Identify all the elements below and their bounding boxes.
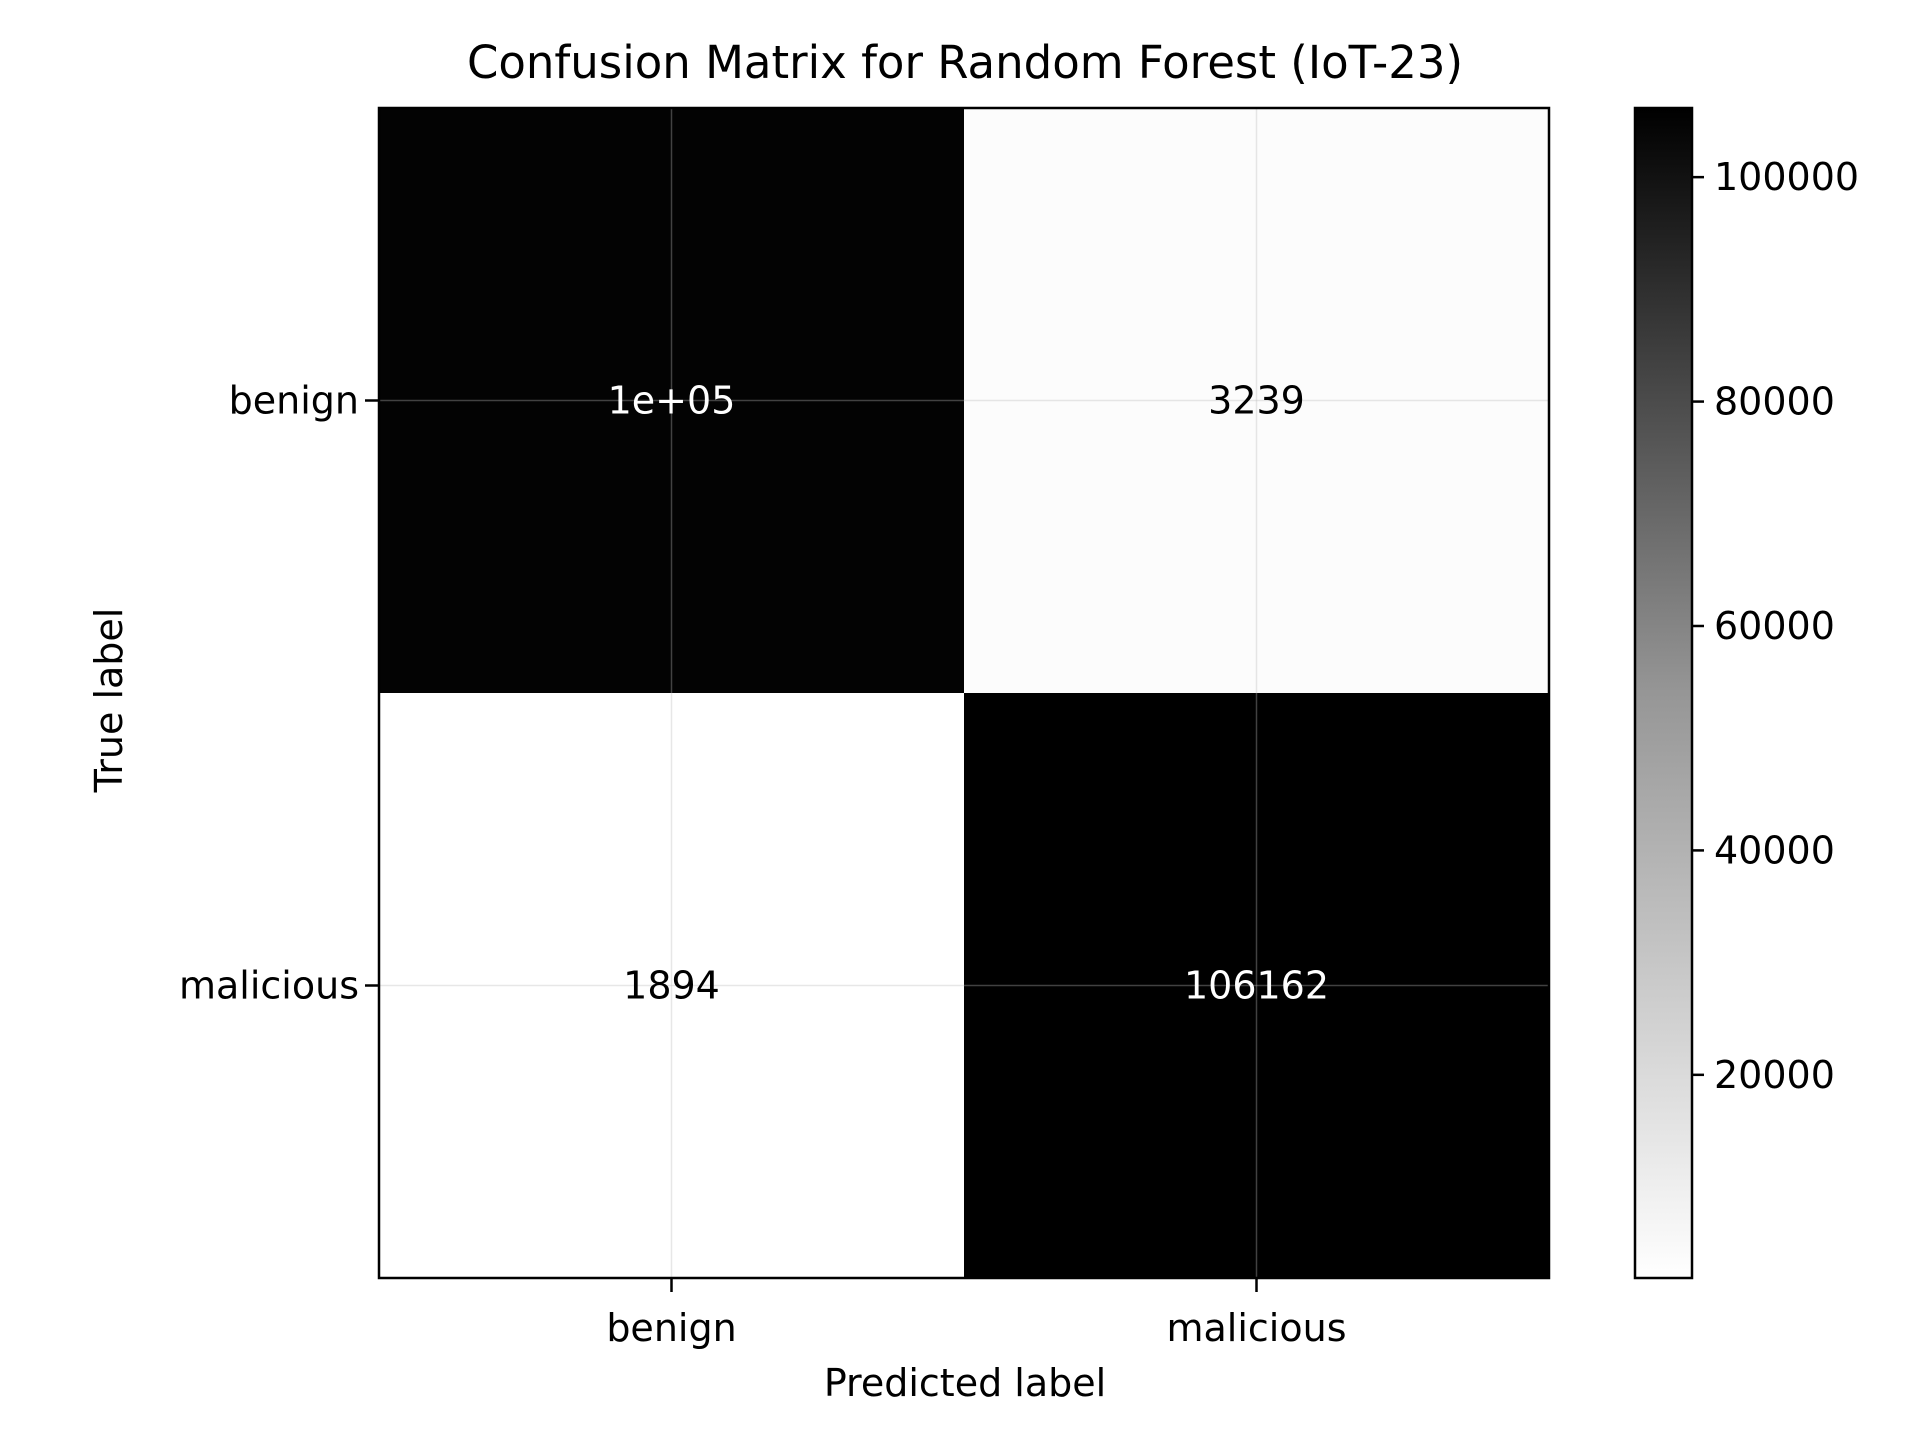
y-tick-label-benign: benign [229, 379, 359, 423]
colorbar: 20000 40000 60000 80000 100000 [1633, 106, 1859, 1280]
colorbar-tick-label: 60000 [1714, 604, 1835, 648]
plot-frame [377, 106, 1551, 1280]
colorbar-gradient [1633, 106, 1694, 1280]
cell-label-benign-benign: 1e+05 [608, 379, 736, 423]
cell-benign-malicious [964, 108, 1549, 693]
x-tick-label-malicious: malicious [1167, 1306, 1347, 1350]
colorbar-tick-label: 40000 [1714, 828, 1835, 872]
heatmap-cells [379, 108, 1549, 1278]
gridlines [379, 108, 1549, 1278]
colorbar-tick-label: 80000 [1714, 380, 1835, 424]
cell-label-malicious-benign: 1894 [623, 964, 720, 1008]
x-tick-label-benign: benign [606, 1306, 736, 1350]
cell-benign-benign [379, 108, 964, 693]
cell-label-malicious-malicious: 106162 [1184, 964, 1329, 1008]
y-axis-label: True label [87, 608, 131, 794]
y-tick-label-malicious: malicious [179, 964, 359, 1008]
cell-label-benign-malicious: 3239 [1208, 379, 1305, 423]
cell-malicious-benign [379, 693, 964, 1278]
chart-title: Confusion Matrix for Random Forest (IoT-… [467, 36, 1463, 89]
x-axis-label: Predicted label [824, 1361, 1106, 1405]
cell-value-labels: 1e+05 3239 1894 106162 [608, 379, 1329, 1008]
y-axis: benign malicious [179, 379, 379, 1008]
x-axis: benign malicious [606, 1278, 1347, 1350]
colorbar-tick-label: 20000 [1714, 1053, 1835, 1097]
cell-malicious-malicious [964, 693, 1549, 1278]
colorbar-tick-label: 100000 [1714, 155, 1859, 199]
